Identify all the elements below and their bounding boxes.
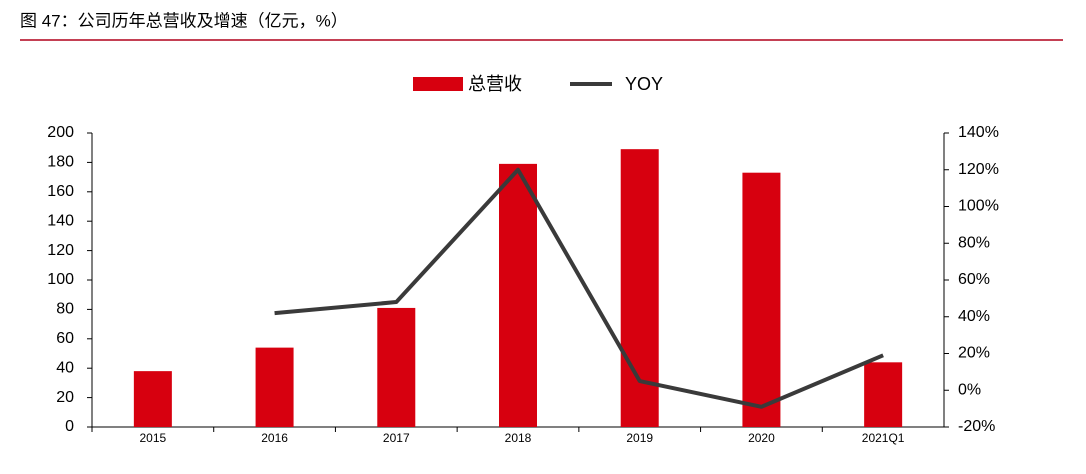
x-tick-label: 2019 — [626, 431, 653, 445]
bar — [742, 172, 781, 427]
y-tick-label: 200 — [47, 124, 74, 141]
y2-tick-label: 20% — [958, 345, 990, 362]
bar — [377, 307, 416, 427]
y2-tick-label: 120% — [958, 161, 999, 178]
legend-swatch — [413, 77, 463, 91]
x-tick-label: 2015 — [140, 431, 167, 445]
y2-tick-label: 80% — [958, 234, 990, 251]
x-tick-label: 2020 — [748, 431, 775, 445]
y2-tick-label: 140% — [958, 124, 999, 141]
x-tick-label: 2021Q1 — [862, 431, 905, 445]
chart-title: 图 47：公司历年总营收及增速（亿元，%） — [20, 11, 348, 30]
bar — [499, 163, 537, 427]
y-tick-label: 140 — [47, 212, 74, 229]
legend-label: 总营收 — [468, 74, 522, 94]
y2-tick-label: -20% — [958, 418, 995, 435]
y2-tick-label: 40% — [958, 308, 990, 325]
bar — [255, 347, 294, 427]
y-tick-label: 160 — [47, 183, 74, 200]
y-tick-label: 180 — [47, 154, 74, 171]
bar — [864, 362, 903, 427]
line — [274, 167, 884, 409]
y2-tick-label: 60% — [958, 271, 990, 288]
y2-tick-label: 0% — [958, 381, 981, 398]
y-tick-label: 60 — [56, 330, 74, 347]
y-tick-label: 40 — [56, 359, 74, 376]
y-tick-label: 0 — [65, 418, 74, 435]
y-tick-label: 100 — [47, 271, 74, 288]
x-tick-label: 2016 — [261, 431, 288, 445]
y-tick-label: 120 — [47, 242, 74, 259]
y-tick-label: 80 — [56, 301, 74, 318]
y2-tick-label: 100% — [958, 198, 999, 215]
legend-label: YOY — [625, 74, 663, 94]
x-tick-label: 2018 — [505, 431, 532, 445]
bar — [133, 371, 172, 427]
x-tick-label: 2017 — [383, 431, 410, 445]
y-tick-label: 20 — [56, 389, 74, 406]
